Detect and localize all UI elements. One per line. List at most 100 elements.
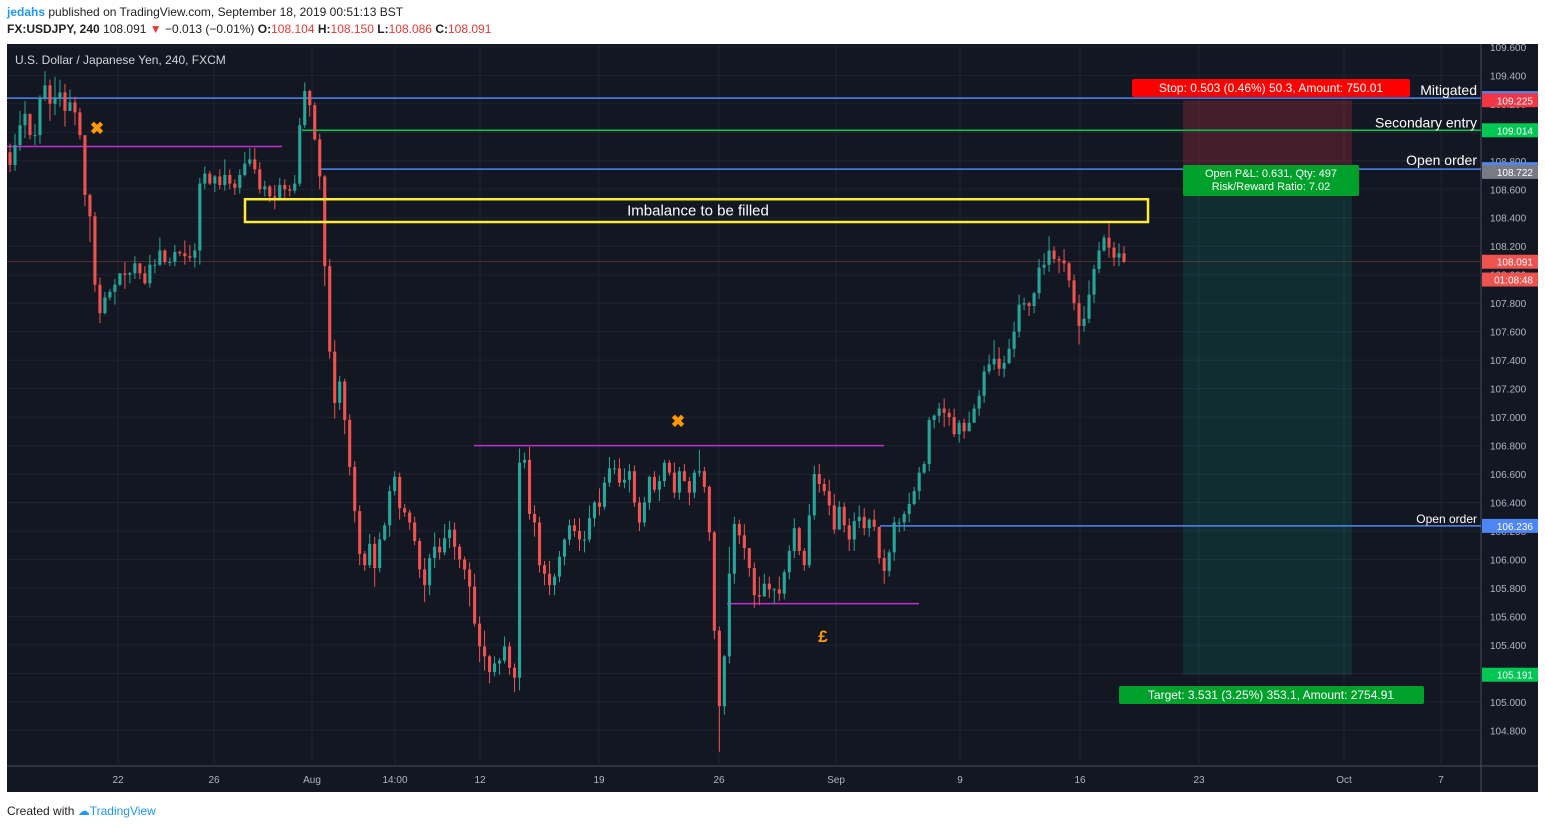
candle-body (378, 539, 382, 569)
candle-body (493, 663, 497, 673)
annotations: Imbalance to be filled ✖ ✖ £ Mitigated Second… (90, 79, 1477, 704)
candle-body (917, 472, 921, 492)
candle-body (612, 468, 617, 470)
candle-body (822, 484, 826, 492)
high-value: 108.150 (330, 22, 374, 36)
candle-body (153, 264, 157, 266)
candle-body (707, 486, 711, 533)
candle-body (577, 531, 582, 540)
publisher-name[interactable]: jedahs (7, 5, 46, 19)
level-label: Secondary entry (1375, 114, 1477, 130)
price-tick-label: 108.600 (1490, 185, 1527, 196)
time-axis[interactable] (7, 766, 1481, 792)
candle-body (268, 186, 272, 197)
candle-body (1022, 303, 1026, 305)
candle-body (1072, 280, 1076, 304)
candle-body (1042, 264, 1046, 268)
candle-body (28, 113, 32, 136)
time-tick-label: Sep (827, 775, 845, 786)
candle-body (1082, 318, 1086, 326)
candle-body (1057, 259, 1061, 261)
candle-body (33, 135, 37, 137)
grid-lines (7, 44, 1481, 766)
candle-body (308, 90, 312, 106)
candle-body (1052, 250, 1056, 260)
candle-body (158, 250, 162, 265)
candle-body (398, 476, 402, 509)
candle-body (867, 519, 871, 529)
cross-marker-icon: ✖ (671, 412, 685, 431)
candle-body (38, 98, 42, 136)
candle-body (737, 523, 741, 536)
time-tick-label: 14:00 (382, 775, 407, 786)
candle-body (807, 515, 811, 566)
candle-body (732, 523, 736, 574)
candle-body (433, 546, 437, 559)
open-value: 108.104 (271, 22, 315, 36)
candle-body (168, 261, 172, 263)
candle-body (103, 297, 107, 314)
candle-body (942, 408, 946, 413)
candle-body (787, 550, 791, 573)
candle-body (1047, 250, 1051, 265)
high-label: H: (317, 22, 331, 36)
imbalance-box (243, 197, 1150, 224)
candle-body (408, 512, 412, 523)
change-arrow-icon: ▼ (149, 22, 162, 36)
price-tick-label: 109.600 (1490, 43, 1527, 54)
candle-body (747, 548, 751, 569)
candle-body (1092, 269, 1096, 295)
candle-body (293, 183, 297, 191)
risk-reward-label: Risk/Reward Ratio: 7.02 (1212, 181, 1331, 193)
ohlc-header: FX:USDJPY, 240 108.091 ▼ −0.013 (−0.01%)… (7, 22, 491, 36)
candle-body (113, 284, 117, 292)
target-label: Target: 3.531 (3.25%) 353.1, Amount: 275… (1148, 688, 1394, 702)
candle-body (547, 573, 552, 586)
horizontal-lines (7, 97, 1481, 605)
candle-body (997, 358, 1001, 369)
candle-body (458, 546, 462, 560)
candle-body (123, 273, 127, 275)
candle-body (632, 471, 636, 503)
candle-body (842, 506, 846, 526)
candle-body (657, 481, 661, 490)
candle-body (1077, 303, 1081, 326)
candle-body (912, 491, 916, 504)
time-tick-label: 26 (208, 775, 220, 786)
candle-body (173, 251, 177, 262)
tradingview-link[interactable]: TradingView (89, 804, 156, 818)
countdown-tag-bg (1482, 272, 1538, 287)
current-price-tag: 108.091 (1497, 258, 1534, 269)
price-tick-label: 108.400 (1490, 214, 1527, 225)
candle-body (522, 459, 527, 463)
candle-body (992, 358, 996, 365)
candle-body (797, 528, 801, 551)
candle-body (503, 646, 507, 661)
candle-body (672, 472, 676, 493)
candle-body (922, 464, 926, 473)
candle-body (148, 264, 152, 284)
candle-body (637, 502, 641, 523)
candle-body (582, 539, 587, 541)
candle-body (882, 558, 886, 571)
tradingview-logo-icon: ☁ (77, 804, 90, 818)
candle-body (18, 125, 22, 146)
candle-body (702, 471, 706, 487)
open-label: O: (257, 22, 272, 36)
candle-body (368, 543, 372, 566)
candle-body (537, 522, 542, 566)
candle-body (263, 186, 267, 190)
candle-body (318, 139, 322, 177)
candle-body (977, 395, 981, 409)
candle-body (78, 112, 82, 136)
time-tick-label: 19 (593, 775, 605, 786)
candle-body (892, 522, 896, 553)
candle-body (782, 572, 786, 594)
price-tick-label: 105.000 (1490, 698, 1527, 709)
stop-label: Stop: 0.503 (0.46%) 50.3, Amount: 750.01 (1159, 81, 1383, 95)
candle-body (133, 263, 137, 274)
position-price-tag-bg (1482, 667, 1538, 682)
price-tags: 109.240109.014108.741106.236109.225108.7… (1482, 91, 1538, 682)
candle-body (423, 569, 427, 586)
